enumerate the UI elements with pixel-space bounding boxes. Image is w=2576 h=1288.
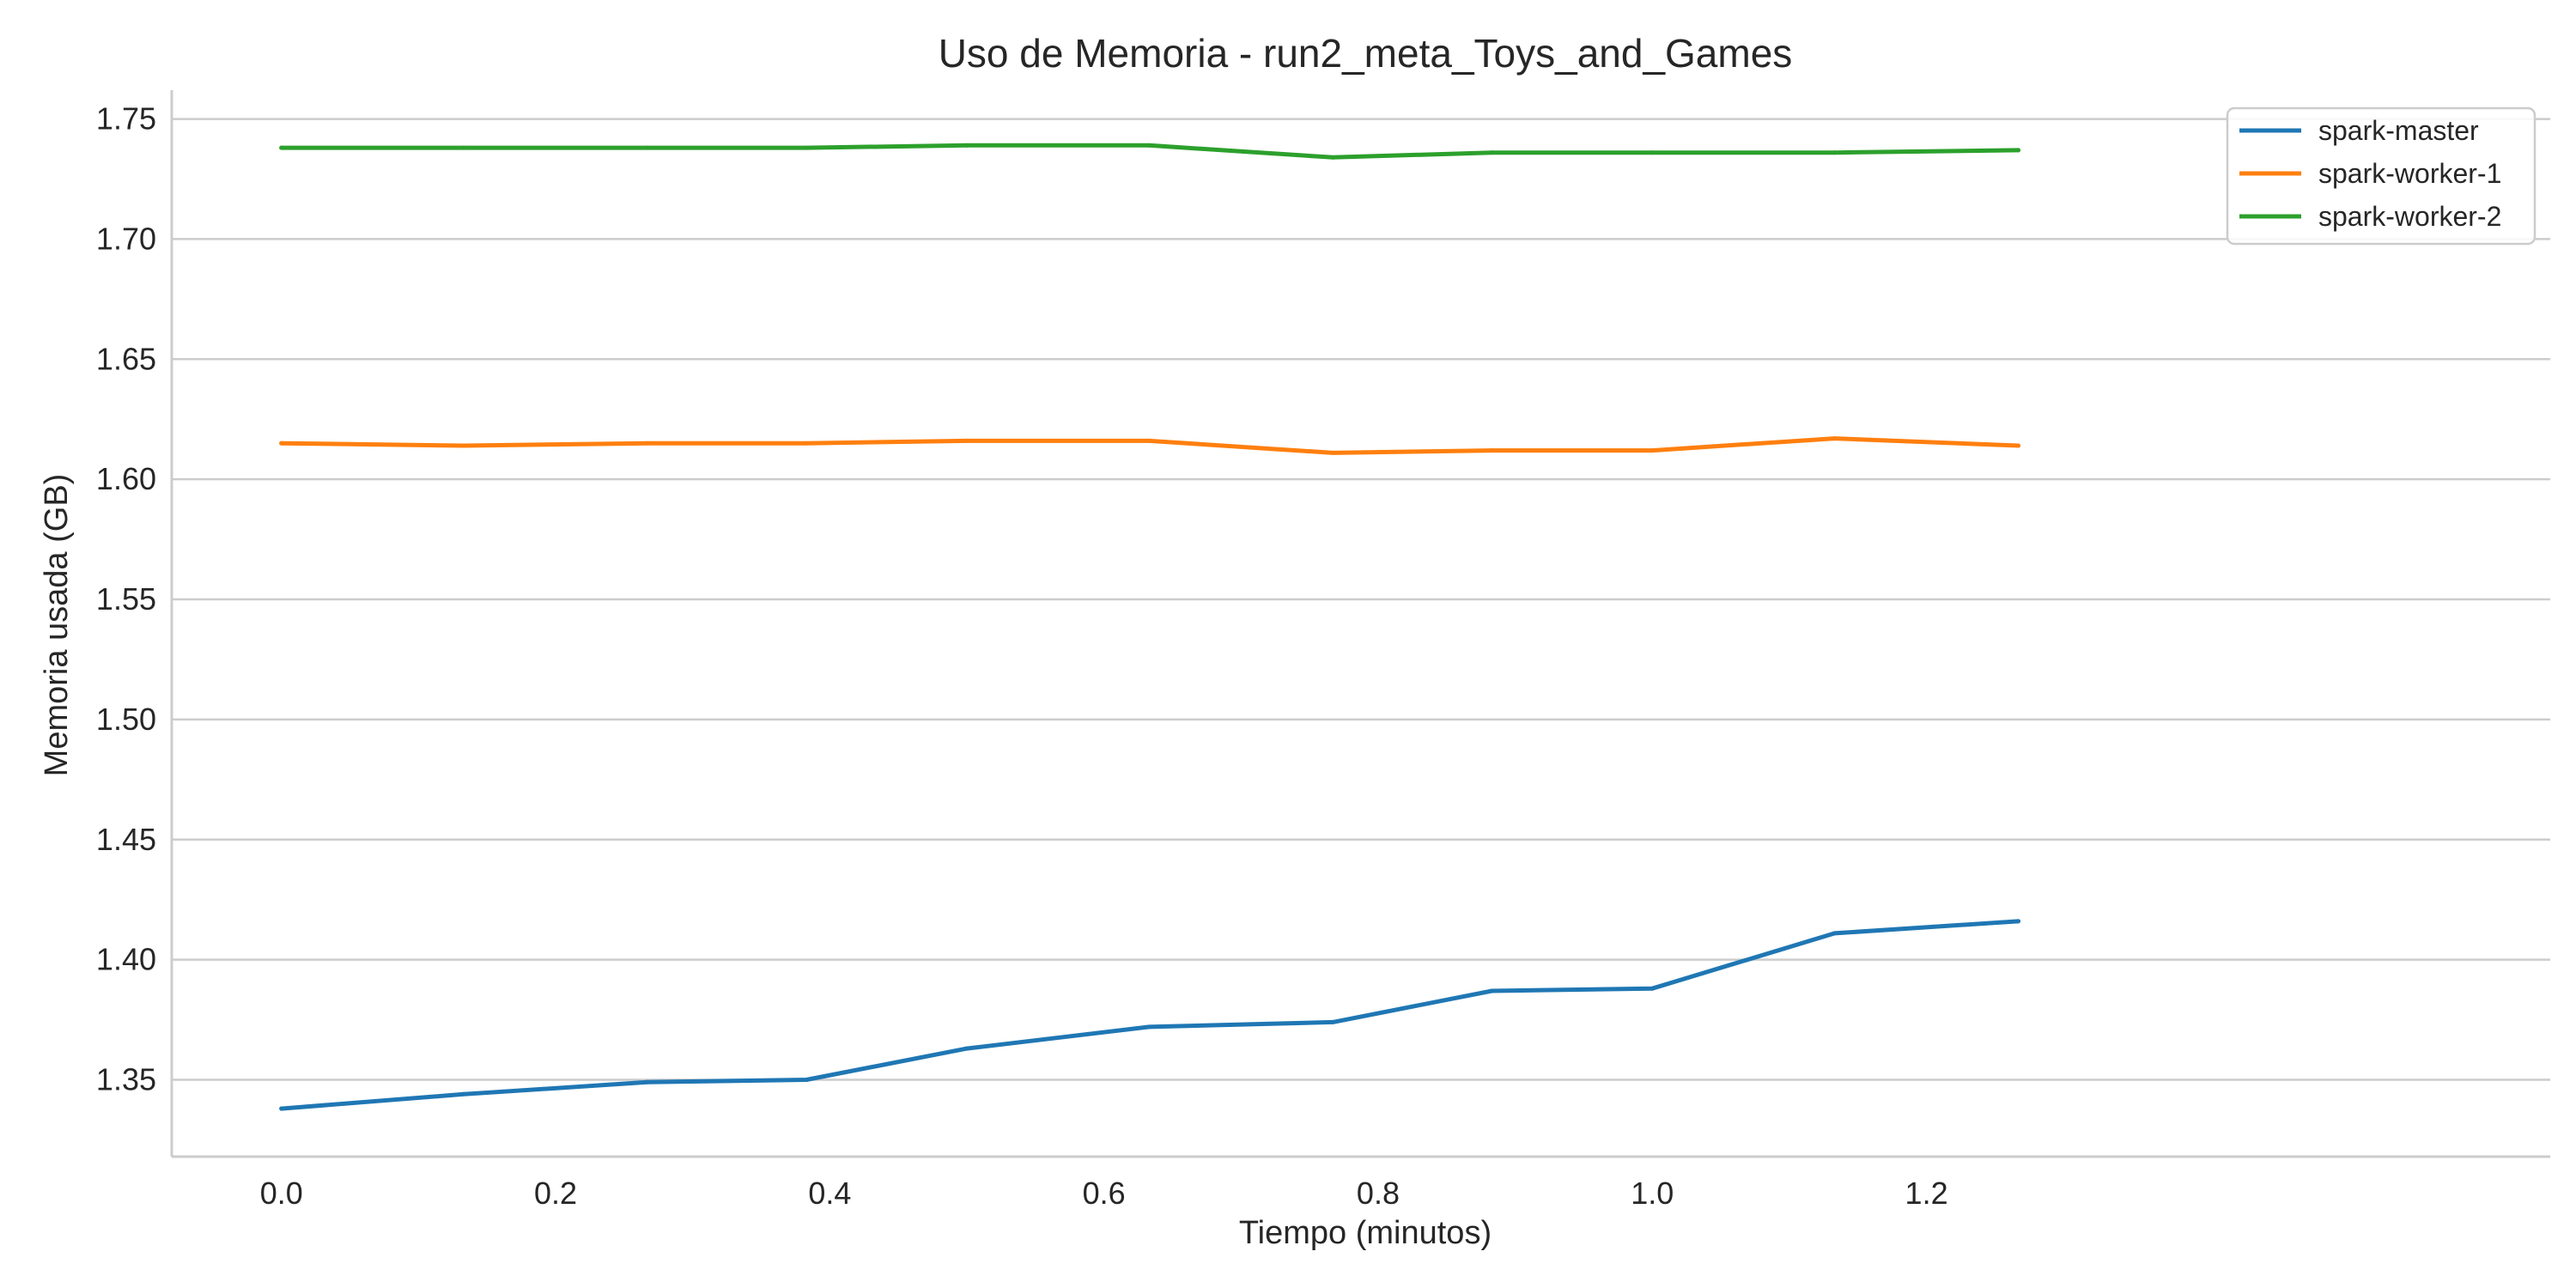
data-point-spark-worker-1 bbox=[1832, 436, 1838, 441]
data-point-spark-master bbox=[1330, 1019, 1335, 1024]
data-point-spark-master bbox=[2016, 919, 2021, 924]
gridlines bbox=[172, 118, 2550, 1081]
y-tick-label: 1.65 bbox=[96, 341, 156, 376]
data-point-spark-worker-1 bbox=[279, 440, 284, 446]
legend-label: spark-master bbox=[2318, 115, 2479, 146]
data-point-spark-worker-1 bbox=[461, 443, 466, 448]
data-point-spark-master bbox=[964, 1046, 969, 1051]
legend-label: spark-worker-1 bbox=[2318, 158, 2501, 189]
y-tick-label: 1.45 bbox=[96, 822, 156, 857]
data-point-spark-master bbox=[461, 1091, 466, 1097]
x-tick-label: 1.2 bbox=[1905, 1176, 1948, 1211]
x-tick-label: 0.4 bbox=[808, 1176, 851, 1211]
x-axis-ticks: 0.0 0.2 0.4 0.6 0.8 1.0 1.2 bbox=[260, 1176, 1948, 1211]
x-axis-label: Tiempo (minutos) bbox=[1239, 1215, 1492, 1251]
legend: spark-master spark-worker-1 spark-worker-2 bbox=[2226, 106, 2537, 246]
data-point-spark-master bbox=[1832, 931, 1838, 936]
y-tick-label: 1.60 bbox=[96, 461, 156, 496]
y-tick-label: 1.70 bbox=[96, 221, 156, 256]
data-point-spark-worker-1 bbox=[1330, 450, 1335, 455]
y-tick-label: 1.40 bbox=[96, 942, 156, 977]
legend-label: spark-worker-2 bbox=[2318, 201, 2501, 232]
series-lines bbox=[279, 143, 2021, 1111]
x-tick-label: 0.0 bbox=[260, 1176, 303, 1211]
y-axis-ticks: 1.35 1.40 1.45 1.50 1.55 1.60 1.65 1.70 1.75 bbox=[96, 101, 156, 1097]
axis-spines bbox=[170, 90, 2550, 1158]
data-point-spark-worker-1 bbox=[804, 440, 809, 446]
y-tick-label: 1.50 bbox=[96, 702, 156, 737]
y-axis-label: Memoria usada (GB) bbox=[39, 474, 75, 777]
x-tick-label: 0.8 bbox=[1357, 1176, 1400, 1211]
data-point-spark-worker-2 bbox=[461, 145, 466, 150]
data-point-spark-master bbox=[1489, 988, 1494, 993]
y-tick-label: 1.55 bbox=[96, 581, 156, 617]
data-point-spark-worker-2 bbox=[804, 145, 809, 150]
data-point-spark-worker-2 bbox=[1330, 155, 1335, 160]
data-point-spark-worker-1 bbox=[964, 438, 969, 443]
data-point-spark-worker-2 bbox=[964, 143, 969, 148]
x-tick-label: 1.0 bbox=[1631, 1176, 1674, 1211]
data-point-spark-worker-1 bbox=[1649, 448, 1655, 453]
y-tick-label: 1.35 bbox=[96, 1061, 156, 1097]
data-point-spark-worker-1 bbox=[645, 440, 650, 446]
x-tick-label: 0.2 bbox=[534, 1176, 577, 1211]
chart-title: Uso de Memoria - run2_meta_Toys_and_Game… bbox=[939, 31, 1793, 76]
data-point-spark-worker-2 bbox=[1146, 143, 1151, 148]
data-point-spark-worker-2 bbox=[279, 145, 284, 150]
x-tick-label: 0.6 bbox=[1083, 1176, 1126, 1211]
data-point-spark-master bbox=[645, 1079, 650, 1084]
data-point-spark-master bbox=[804, 1077, 809, 1082]
legend-frame bbox=[2226, 106, 2537, 246]
data-point-spark-worker-2 bbox=[2016, 148, 2021, 153]
data-point-spark-worker-2 bbox=[645, 145, 650, 150]
y-tick-label: 1.75 bbox=[96, 101, 156, 137]
data-point-spark-worker-2 bbox=[1832, 150, 1838, 155]
data-point-spark-worker-1 bbox=[2016, 443, 2021, 448]
data-point-spark-master bbox=[1146, 1024, 1151, 1030]
data-point-spark-worker-1 bbox=[1489, 448, 1494, 453]
data-point-spark-worker-1 bbox=[1146, 438, 1151, 443]
data-point-spark-master bbox=[279, 1106, 284, 1111]
data-point-spark-worker-2 bbox=[1489, 150, 1494, 155]
data-point-spark-master bbox=[1649, 986, 1655, 991]
data-point-spark-worker-2 bbox=[1649, 150, 1655, 155]
